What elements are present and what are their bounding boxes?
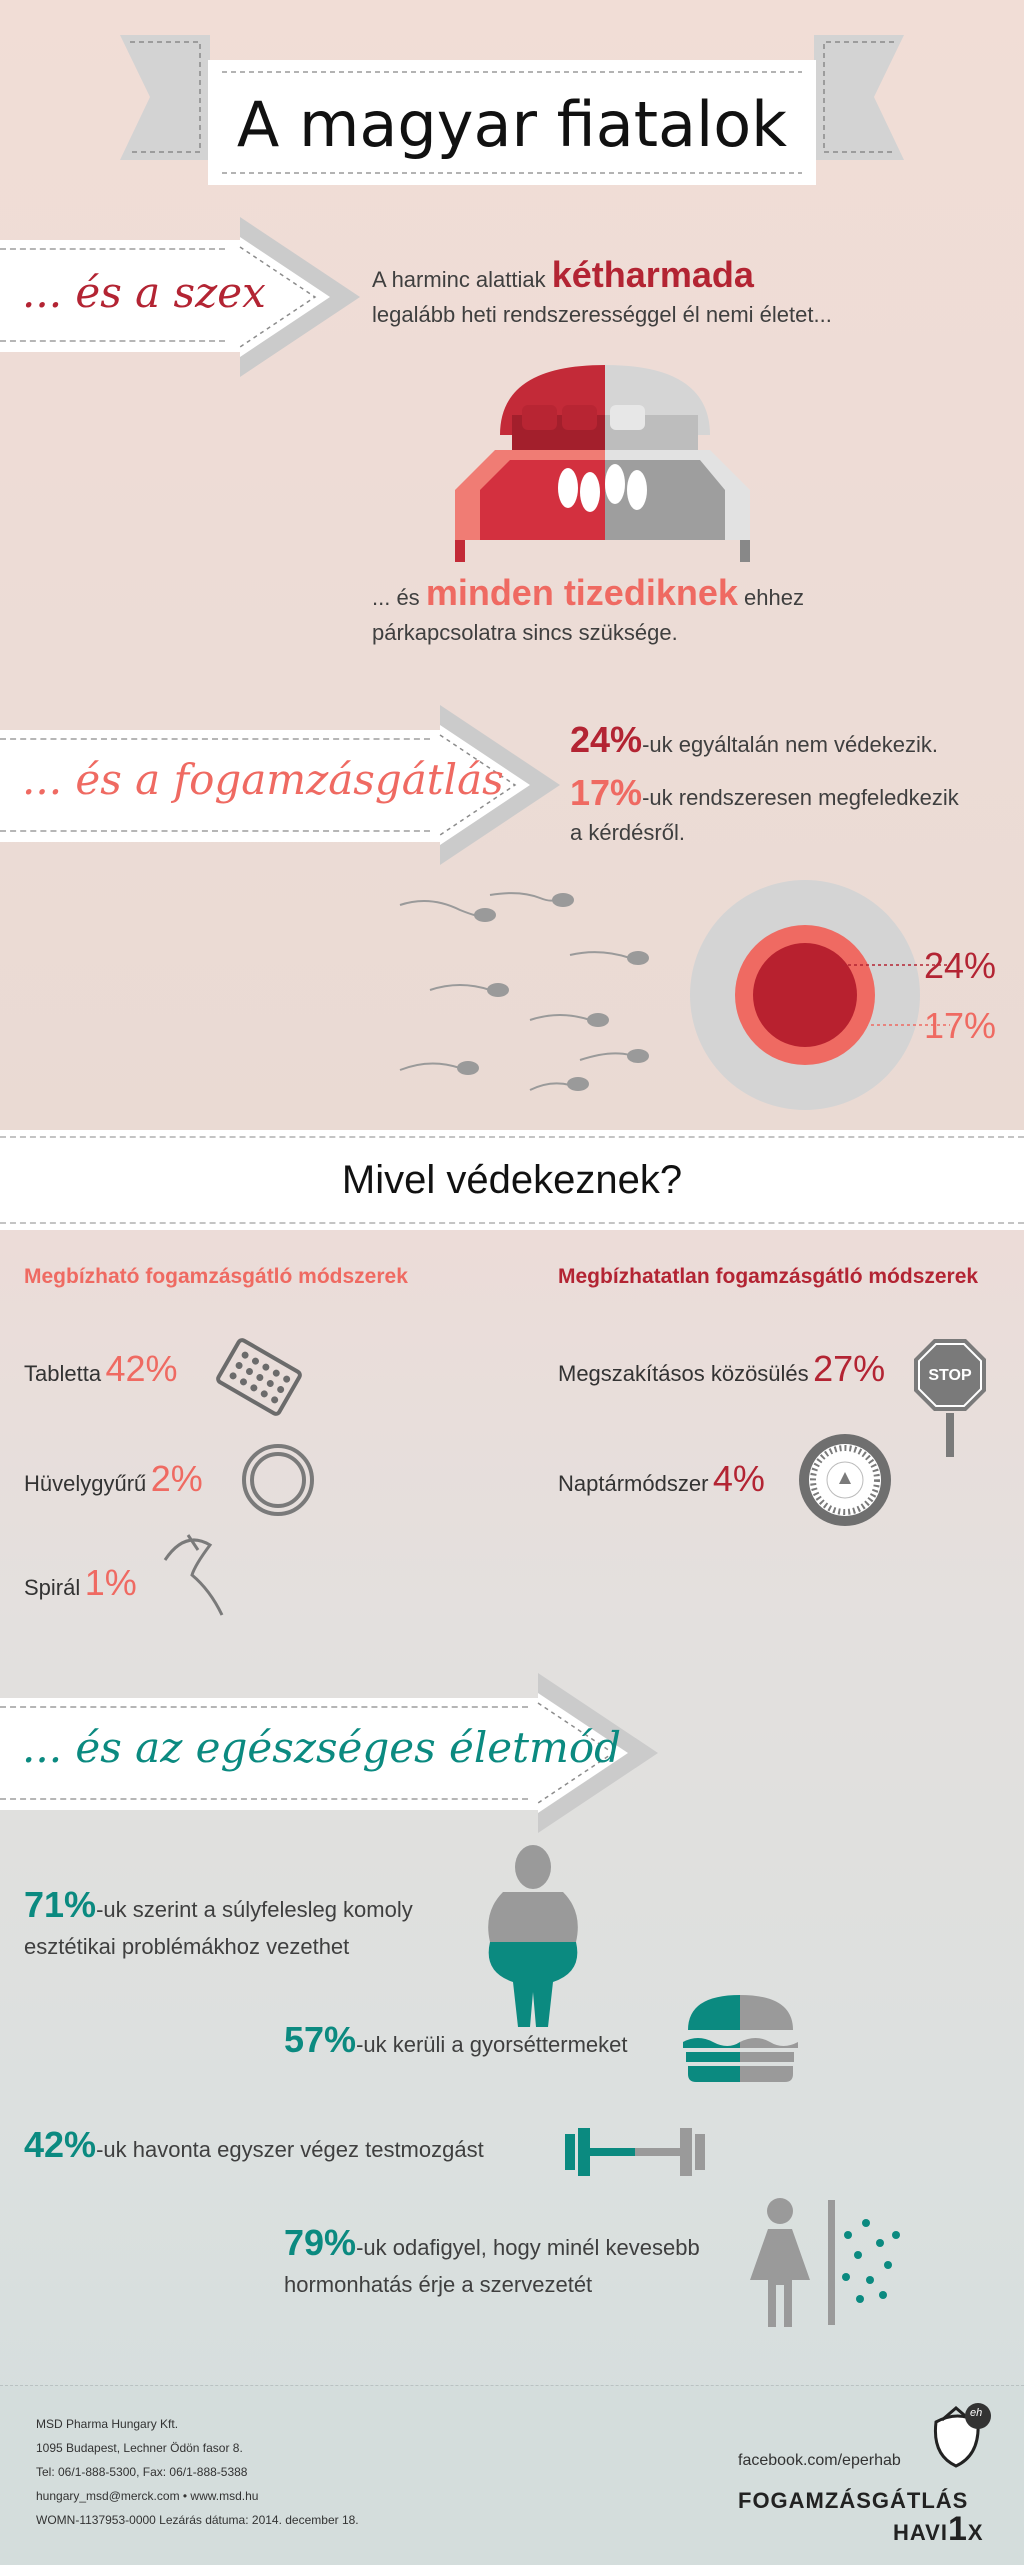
method-ring: Hüvelygyűrű 2% xyxy=(24,1458,203,1500)
method-pill-pct: 42% xyxy=(105,1348,178,1389)
contraception-stat1-text: -uk egyáltalán nem védekezik. xyxy=(642,732,938,757)
unreliable-title: Megbízhatatlan fogamzásgátló módszerek xyxy=(558,1265,979,1288)
contraception-stat2: 17%-uk rendszeresen megfeledkezik xyxy=(570,775,959,813)
contraception-stat1-pct: 24% xyxy=(570,719,643,760)
health-stat-hormone-pct: 79% xyxy=(284,2222,357,2263)
method-calendar-pct: 4% xyxy=(712,1458,765,1499)
footer-address: 1095 Budapest, Lechner Ödön fasor 8. xyxy=(36,2441,243,2455)
title-ribbon xyxy=(120,35,904,185)
ovum-label-1: 24% xyxy=(924,945,997,986)
method-calendar: Naptármódszer 4% xyxy=(558,1458,765,1500)
health-heading: ... és az egészséges életmód xyxy=(22,1723,622,1772)
bed-illustration xyxy=(455,365,750,562)
health-stat-hormone: 79%-uk odafigyel, hogy minél kevesebb xyxy=(284,2225,700,2263)
method-calendar-label: Naptármódszer xyxy=(558,1471,709,1496)
brand-tagline-one: 1 xyxy=(947,2510,968,2548)
health-stat-weight: 71%-uk szerint a súlyfelesleg komoly xyxy=(24,1887,413,1925)
sex-stat1: A harminc alattiak kétharmada xyxy=(372,257,754,295)
stop-sign-icon xyxy=(914,1339,986,1457)
strawberry-logo-icon xyxy=(933,2403,991,2468)
method-pill: Tabletta 42% xyxy=(24,1348,178,1390)
facebook-link[interactable]: facebook.com/eperhab xyxy=(738,2452,901,2469)
pill-pack-icon xyxy=(216,1338,302,1416)
brand-name: FOGAMZÁSGÁTLÁS xyxy=(738,2488,969,2513)
calendar-dial-icon xyxy=(799,1434,891,1526)
contraception-stat2-pct: 17% xyxy=(570,772,643,813)
footer-phone: Tel: 06/1-888-5300, Fax: 06/1-888-5388 xyxy=(36,2465,248,2479)
health-stat-fastfood-pct: 57% xyxy=(284,2019,357,2060)
health-stat-exercise-pct: 42% xyxy=(24,2124,97,2165)
contraception-stat2-line2: a kérdésről. xyxy=(570,820,685,845)
contraception-heading-arrow xyxy=(439,705,560,865)
brand-tagline: HAVI1X xyxy=(893,2510,984,2549)
footer-code: WOMN-1137953-0000 Lezárás dátuma: 2014. … xyxy=(36,2513,359,2527)
sex-stat1-line2: legalább heti rendszerességgel él nemi é… xyxy=(372,302,832,327)
iud-icon xyxy=(163,1534,224,1616)
health-stat-weight-pct: 71% xyxy=(24,1884,97,1925)
health-stat-weight-text: -uk szerint a súlyfelesleg komoly xyxy=(96,1897,413,1922)
sex-stat2-highlight: minden tizediknek xyxy=(425,572,738,613)
footer-web[interactable]: hungary_msd@merck.com • www.msd.hu xyxy=(36,2489,259,2503)
contraception-heading-band xyxy=(0,730,450,842)
method-withdrawal: Megszakításos közösülés 27% xyxy=(558,1348,885,1390)
method-pill-label: Tabletta xyxy=(24,1361,102,1386)
brand-tagline-havi: HAVI xyxy=(893,2520,948,2545)
method-iud-pct: 1% xyxy=(84,1562,137,1603)
method-iud: Spirál 1% xyxy=(24,1562,137,1604)
stop-sign-text: STOP xyxy=(928,1367,972,1384)
vaginal-ring-icon xyxy=(242,1444,314,1516)
health-stat-hormone-line2: hormonhatás érje a szervezetét xyxy=(284,2272,593,2297)
sex-stat2-line2: párkapcsolatra sincs szüksége. xyxy=(372,620,678,645)
health-heading-arrow xyxy=(537,1673,658,1833)
health-stat-exercise-text: -uk havonta egyszer végez testmozgást xyxy=(96,2137,484,2162)
health-stat-fastfood-text: -uk kerüli a gyorséttermeket xyxy=(356,2032,628,2057)
method-ring-label: Hüvelygyűrű xyxy=(24,1471,147,1496)
health-stat-weight-line2: esztétikai problémákhoz vezethet xyxy=(24,1934,350,1959)
contraception-heading: ... és a fogamzásgátlás xyxy=(22,755,504,804)
sex-stat2-prefix: ... és xyxy=(372,585,420,610)
contraception-stat2-text: -uk rendszeresen megfeledkezik xyxy=(642,785,959,810)
sex-heading-arrow xyxy=(239,217,360,377)
health-heading-band xyxy=(0,1698,548,1810)
footer xyxy=(0,2385,1024,2565)
logo-letters: eh xyxy=(970,2407,983,2419)
sex-stat2: ... és minden tizediknek ehhez xyxy=(372,575,804,613)
ovum-label-2: 17% xyxy=(924,1005,997,1046)
health-stat-fastfood: 57%-uk kerüli a gyorséttermeket xyxy=(284,2022,628,2060)
sex-stat1-prefix: A harminc alattiak xyxy=(372,267,546,292)
burger-icon xyxy=(683,1995,798,2082)
page-title: A magyar fiatalok xyxy=(236,88,788,161)
method-withdrawal-label: Megszakításos közösülés xyxy=(558,1361,809,1386)
sex-stat1-highlight: kétharmada xyxy=(551,254,754,295)
contraception-stat1: 24%-uk egyáltalán nem védekezik. xyxy=(570,722,938,760)
method-ring-pct: 2% xyxy=(150,1458,203,1499)
health-stat-exercise: 42%-uk havonta egyszer végez testmozgást xyxy=(24,2127,484,2165)
method-iud-label: Spirál xyxy=(24,1575,81,1600)
sperm-ovum-illustration xyxy=(399,880,950,1110)
sex-heading-band xyxy=(0,240,245,352)
reliable-title: Megbízható fogamzásgátló módszerek xyxy=(24,1265,408,1288)
methods-heading: Mivel védekeznek? xyxy=(341,1158,683,1202)
footer-company: MSD Pharma Hungary Kft. xyxy=(36,2417,179,2431)
health-stat-hormone-text: -uk odafigyel, hogy minél kevesebb xyxy=(356,2235,700,2260)
overweight-figure-icon xyxy=(488,1845,578,2027)
brand-tagline-x: X xyxy=(967,2520,984,2545)
method-withdrawal-pct: 27% xyxy=(813,1348,886,1389)
woman-shield-icon xyxy=(750,2198,900,2327)
methods-header-band: Mivel védekeznek? xyxy=(0,1130,1024,1230)
background-white-band xyxy=(0,1130,1024,1230)
sex-heading: ... és a szex xyxy=(22,268,266,317)
dumbbell-icon xyxy=(565,2128,705,2176)
sex-stat2-suffix: ehhez xyxy=(744,585,804,610)
